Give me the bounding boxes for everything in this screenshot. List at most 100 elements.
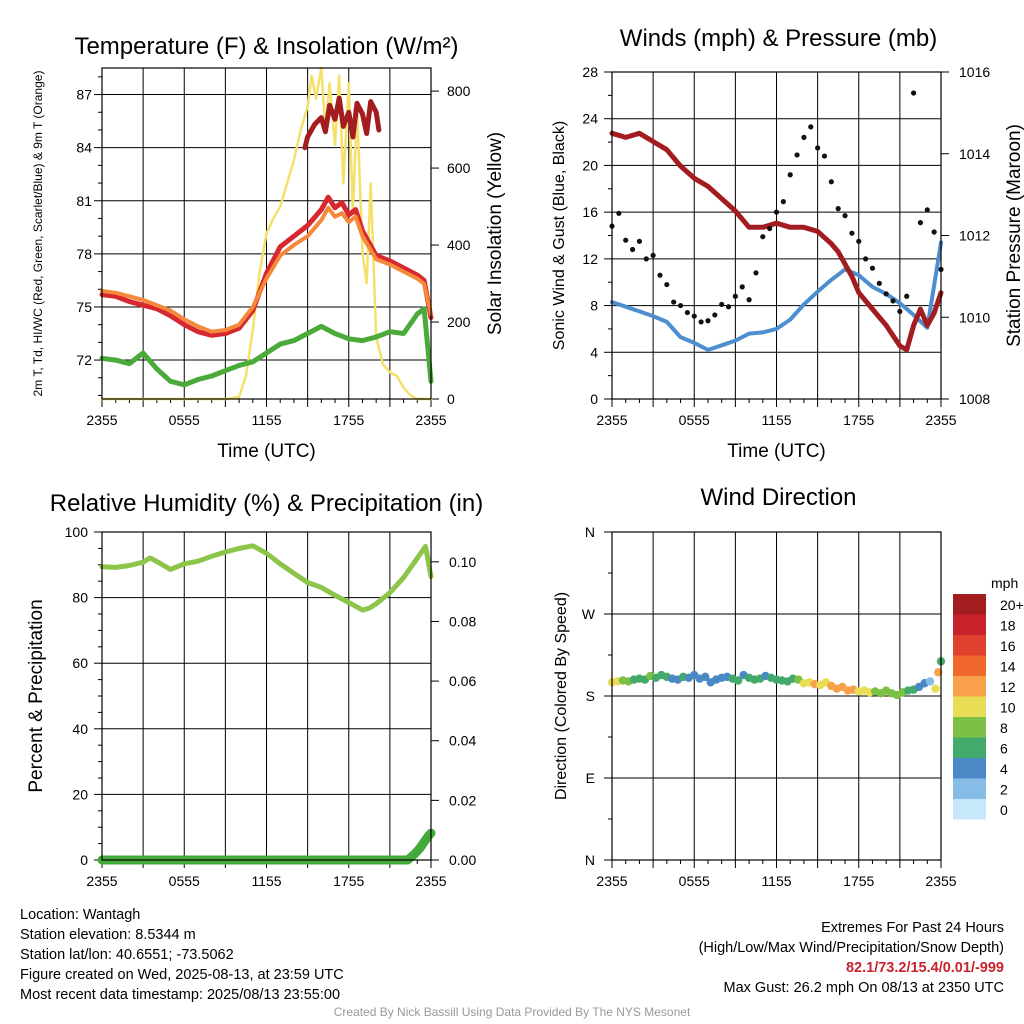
y-tick-label: 20 — [72, 786, 88, 802]
gust-point — [719, 301, 725, 308]
extremes-info: Extremes For Past 24 Hours (High/Low/Max… — [699, 918, 1004, 998]
plot-frame — [611, 71, 942, 400]
legend-label: 2 — [1000, 782, 1008, 798]
gust-point — [883, 291, 889, 297]
extremes-legend: (High/Low/Max Wind/Precipitation/Snow De… — [698, 940, 1004, 956]
station-info: Location: Wantagh Station elevation: 8.5… — [20, 905, 344, 1005]
y-tick-label: 0 — [80, 852, 88, 868]
direction-point — [934, 668, 943, 677]
gust-point — [931, 229, 937, 235]
legend-label: 16 — [1000, 638, 1016, 654]
y-tick-label: 78 — [76, 246, 92, 262]
gust-point — [691, 313, 697, 319]
gust-point — [835, 206, 841, 212]
gust-point — [849, 230, 855, 236]
gust-point — [636, 238, 643, 244]
chart-title: Temperature (F) & Insolation (W/m²) — [74, 33, 458, 60]
y-tick-label: 16 — [582, 204, 598, 220]
y2-tick-label: 0.08 — [449, 613, 476, 629]
gust-point — [643, 256, 649, 262]
y2-tick-label: 0.02 — [449, 792, 476, 808]
direction-point — [733, 676, 743, 685]
elevation-text: Station elevation: 8.5344 m — [20, 927, 196, 943]
legend-swatch — [953, 614, 986, 635]
gust-point — [657, 272, 663, 278]
gust-point — [821, 153, 828, 159]
x-tick-label: 0555 — [679, 873, 710, 889]
legend-label: 8 — [1000, 720, 1008, 736]
gust-point — [815, 145, 821, 151]
legend-label: 6 — [1000, 741, 1008, 757]
y-tick-label: 87 — [76, 87, 92, 103]
y-tick-label: 40 — [72, 721, 88, 737]
y-tick-label: E — [586, 770, 595, 786]
legend-label: 4 — [1000, 761, 1008, 777]
plot-frame — [101, 531, 432, 861]
gust-point — [712, 312, 718, 318]
legend-title: mph — [991, 575, 1018, 591]
gust-point — [917, 220, 924, 226]
speed-legend: mph 20+ 18 16 14 12 10 8 6 4 2 0 — [953, 575, 1024, 820]
y-tick-label: 75 — [76, 299, 92, 315]
x-tick-label: 1755 — [333, 873, 364, 889]
x-tick-label: 0555 — [169, 412, 200, 428]
gust-point — [801, 134, 807, 140]
chart-title: Winds (mph) & Pressure (mb) — [620, 25, 937, 52]
gust-point — [828, 179, 834, 185]
y2-tick-label: 1016 — [959, 64, 990, 80]
series-line-green — [99, 306, 434, 388]
y2-tick-label: 1010 — [959, 309, 990, 325]
gust-point — [794, 152, 800, 158]
series-line-rh — [99, 543, 434, 613]
y2-tick-label: 0.10 — [449, 554, 476, 570]
direction-point — [701, 672, 710, 682]
location-text: Location: Wantagh — [20, 907, 141, 923]
gust-point — [739, 284, 745, 290]
gust-point — [863, 256, 869, 262]
legend-label: 20+ — [1000, 597, 1024, 613]
gust-point — [671, 299, 677, 305]
gust-point — [629, 246, 636, 253]
y-tick-label: S — [586, 688, 595, 704]
x-tick-label: 2355 — [415, 412, 446, 428]
y2-tick-label: 1008 — [959, 391, 990, 407]
x-axis-label: Time (UTC) — [727, 441, 826, 462]
legend-swatch — [953, 655, 986, 676]
series-line-red — [99, 194, 434, 338]
gust-point — [684, 309, 690, 316]
legend-swatch — [953, 594, 986, 615]
gust-point — [623, 237, 629, 243]
y-axis-label: Percent & Precipitation — [26, 599, 47, 792]
y-tick-label: 81 — [76, 193, 92, 209]
x-tick-label: 1755 — [843, 412, 874, 428]
y2-tick-label: 600 — [447, 160, 471, 176]
humidity-chart: 2355 0555 1155 1755 2355 0 20 40 60 80 100 0.00 0.02… — [26, 490, 483, 889]
y2-tick-label: 400 — [447, 237, 471, 253]
legend-swatch — [953, 758, 986, 779]
y-tick-label: 24 — [582, 111, 598, 127]
y-tick-label: 4 — [590, 344, 598, 360]
series-line-maroon — [609, 130, 944, 353]
x-tick-label: 1755 — [843, 873, 874, 889]
y2-tick-label: 0.00 — [449, 852, 476, 868]
x-tick-label: 2355 — [925, 412, 956, 428]
x-tick-label: 2355 — [596, 412, 627, 428]
extremes-heading: Extremes For Past 24 Hours — [821, 920, 1004, 936]
y2-tick-label: 1014 — [959, 146, 990, 162]
y2-tick-label: 200 — [447, 314, 471, 330]
x-tick-label: 0555 — [679, 412, 710, 428]
y-tick-label: 28 — [582, 64, 598, 80]
gust-point — [650, 252, 656, 258]
gust-point — [897, 308, 903, 315]
legend-swatch — [953, 737, 986, 758]
temperature-chart: 2355 0555 1155 1755 2355 72 75 78 81 84 87 0 200 400 6… — [31, 33, 506, 462]
extremes-values: 82.1/73.2/15.4/0.01/-999 — [845, 960, 1004, 976]
y2-tick-label: 0 — [447, 391, 455, 407]
x-tick-label: 2355 — [86, 873, 117, 889]
y-axis-label: 2m T, Td, HI/WC (Red, Green, Scarlet/Blu… — [31, 71, 45, 397]
gust-point — [664, 281, 670, 288]
x-tick-label: 2355 — [596, 873, 627, 889]
y2-tick-label: 1012 — [959, 228, 990, 244]
